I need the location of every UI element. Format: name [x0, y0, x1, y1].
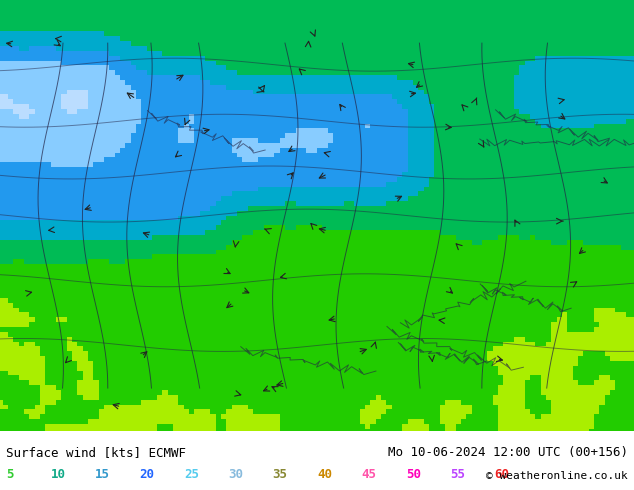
- Text: 55: 55: [450, 468, 465, 481]
- Text: 15: 15: [95, 468, 110, 481]
- Text: 5: 5: [6, 468, 14, 481]
- Text: © weatheronline.co.uk: © weatheronline.co.uk: [486, 471, 628, 481]
- Text: 10: 10: [51, 468, 66, 481]
- Text: 35: 35: [273, 468, 288, 481]
- Text: Surface wind [kts] ECMWF: Surface wind [kts] ECMWF: [6, 446, 186, 459]
- Text: 30: 30: [228, 468, 243, 481]
- Text: 40: 40: [317, 468, 332, 481]
- Text: Mo 10-06-2024 12:00 UTC (00+156): Mo 10-06-2024 12:00 UTC (00+156): [387, 446, 628, 459]
- Text: 60: 60: [495, 468, 510, 481]
- Text: 50: 50: [406, 468, 421, 481]
- Text: 45: 45: [361, 468, 377, 481]
- Text: 20: 20: [139, 468, 155, 481]
- Text: 25: 25: [184, 468, 199, 481]
